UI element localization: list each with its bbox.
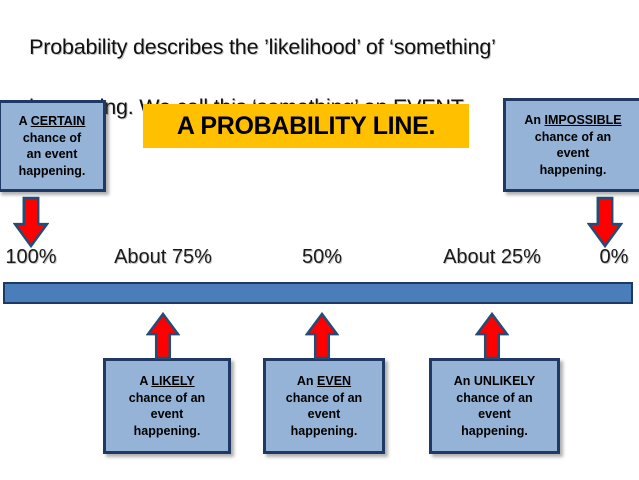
callout-unlikely-rest: chance of an event happening. (456, 390, 533, 438)
callout-likely-rest: chance of an event happening. (128, 390, 206, 438)
tick-label-100pct: 100% (5, 246, 57, 268)
probability-line-banner: A PROBABILITY LINE. (143, 104, 469, 148)
callout-unlikely: An UNLIKELY chance of an event happening… (429, 358, 560, 454)
heading-line-1: Probability describes the ’likelihood’ o… (29, 35, 496, 59)
callout-impossible-keyword: IMPOSSIBLE (544, 113, 622, 127)
probability-bar (3, 282, 633, 304)
callout-certain-lead: A (18, 114, 31, 128)
callout-even-rest: chance of an event happening. (285, 390, 363, 438)
callout-even: An EVEN chance of an event happening. (263, 358, 385, 454)
tick-label-25pct: About 25% (443, 246, 541, 268)
callout-impossible-text: An IMPOSSIBLE chance of an event happeni… (524, 112, 621, 178)
tick-label-0pct: 0% (599, 246, 629, 268)
tick-label-50pct: 50% (301, 246, 343, 268)
callout-likely: A LIKELY chance of an event happening. (103, 358, 231, 454)
callout-unlikely-text: An UNLIKELY chance of an event happening… (454, 373, 536, 439)
callout-even-text: An EVEN chance of an event happening. (286, 373, 362, 439)
callout-certain-text: A CERTAIN chance of an event happening. (19, 113, 86, 179)
callout-certain-keyword: CERTAIN (30, 114, 86, 128)
arrow-to-25-icon (475, 312, 509, 360)
callout-unlikely-lead: An (453, 374, 474, 388)
banner-label: A PROBABILITY LINE. (176, 111, 436, 140)
callout-even-keyword: EVEN (317, 374, 352, 388)
callout-certain-rest: chance of an event happening. (18, 130, 86, 178)
callout-likely-text: A LIKELY chance of an event happening. (129, 373, 205, 439)
tick-label-75pct: About 75% (114, 246, 212, 268)
arrow-to-100-icon (13, 196, 49, 248)
arrow-to-0-icon (587, 196, 623, 248)
callout-even-lead: An (296, 374, 318, 388)
arrow-to-75-icon (146, 312, 180, 360)
callout-likely-keyword: LIKELY (151, 374, 195, 388)
callout-certain: A CERTAIN chance of an event happening. (0, 100, 106, 192)
callout-likely-lead: A (139, 374, 152, 388)
callout-impossible-rest: chance of an event happening. (534, 129, 612, 177)
callout-unlikely-keyword: UNLIKELY (473, 374, 536, 388)
callout-impossible-lead: An (524, 113, 545, 127)
arrow-to-50-icon (305, 312, 339, 360)
callout-impossible: An IMPOSSIBLE chance of an event happeni… (503, 98, 639, 192)
